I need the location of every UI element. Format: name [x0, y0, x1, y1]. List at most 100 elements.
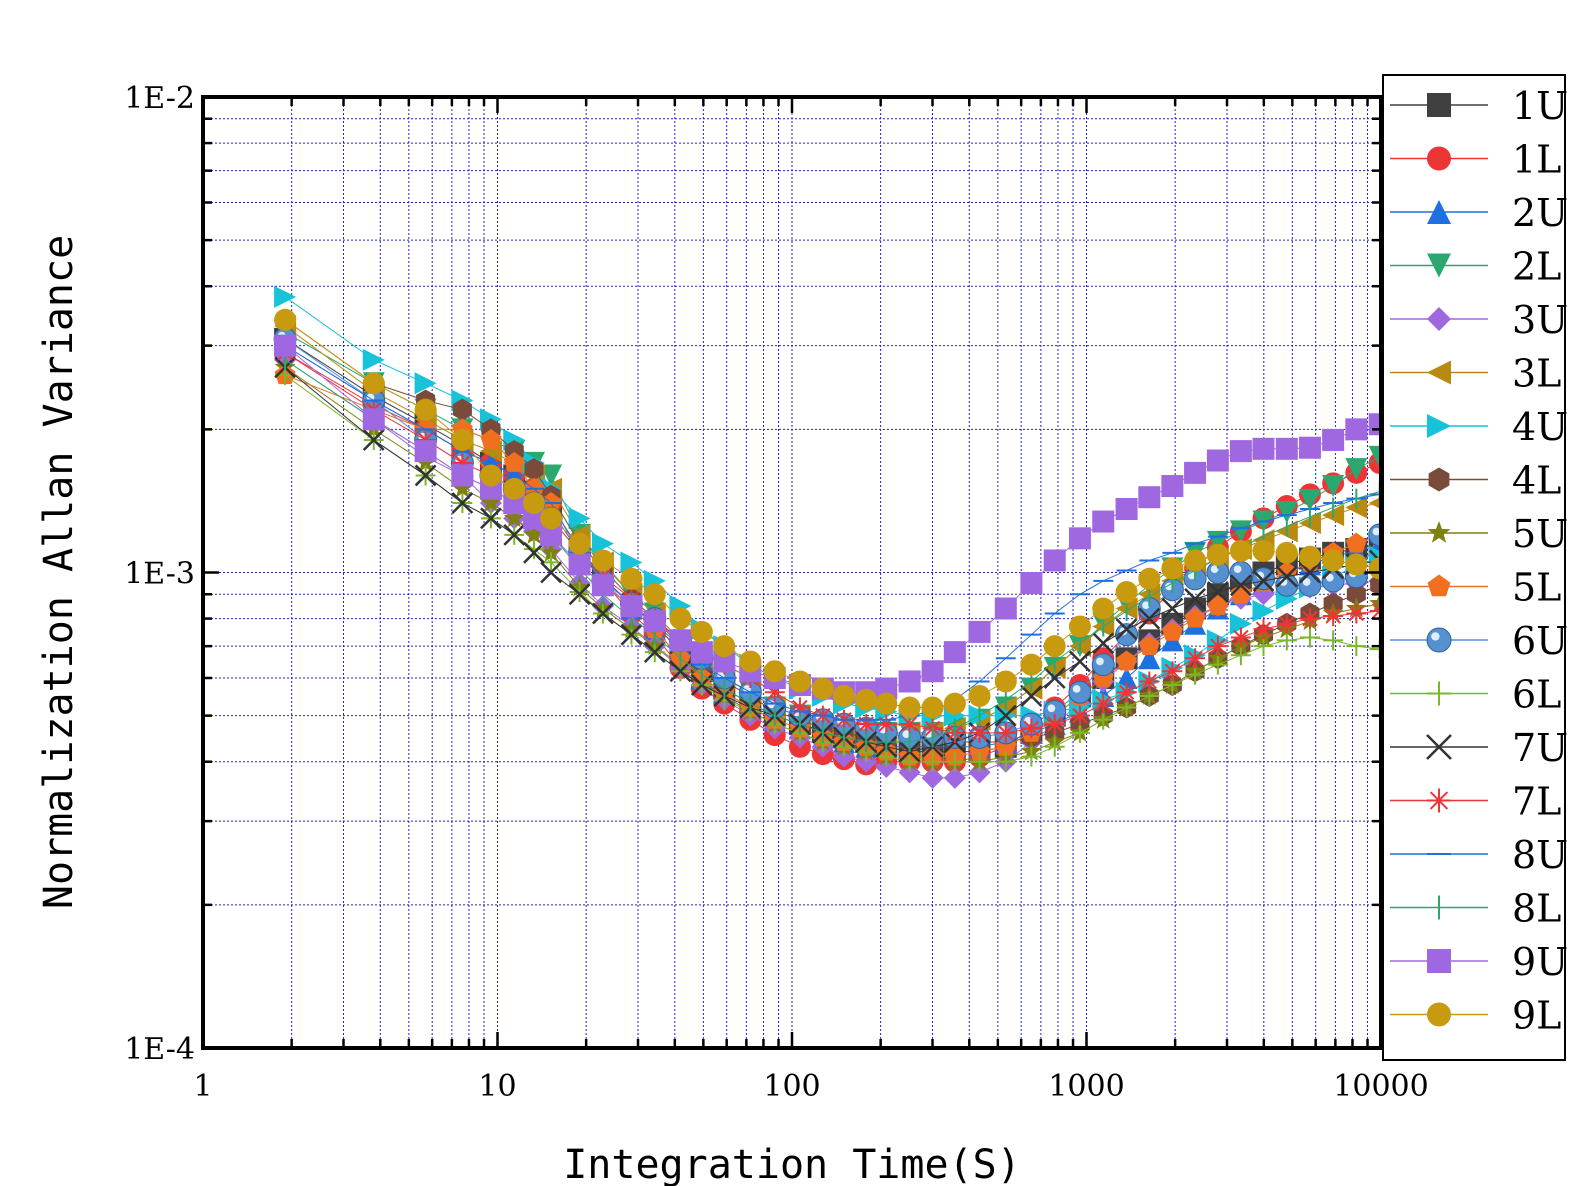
legend-item: 6L: [1390, 673, 1561, 717]
data-point: [451, 464, 474, 487]
data-point: [789, 697, 810, 718]
legend-label: 6U: [1512, 619, 1568, 663]
data-point: [1138, 635, 1160, 656]
data-point: [968, 620, 991, 643]
data-point: [541, 552, 562, 573]
data-point: [1138, 647, 1161, 670]
data-point: [1020, 653, 1043, 676]
legend-marker: [1427, 360, 1451, 385]
x-tick-label: 100: [763, 1069, 820, 1104]
data-point: [1229, 612, 1252, 635]
data-point: [788, 670, 811, 693]
data-point: [1020, 685, 1043, 707]
data-point: [690, 641, 713, 664]
data-point: [591, 574, 614, 597]
data-point: [921, 766, 944, 789]
y-axis-title: Normalization Allan Variance: [36, 235, 82, 909]
data-point: [943, 641, 966, 664]
data-point: [1020, 572, 1043, 595]
data-point: [1229, 440, 1252, 463]
legend-marker: [1428, 467, 1450, 492]
legend-item: 4U: [1390, 405, 1568, 449]
y-tick-label: 1E-4: [124, 1032, 195, 1067]
legend-label: 7U: [1512, 726, 1568, 770]
data-point: [643, 610, 666, 633]
legend-marker-highlight: [1431, 632, 1440, 641]
data-point: [1069, 650, 1091, 673]
data-point: [1345, 458, 1368, 481]
data-point: [522, 507, 545, 530]
data-point: [1115, 623, 1139, 647]
data-point: [540, 464, 563, 487]
data-point: [669, 607, 692, 630]
data-point: [1230, 645, 1251, 666]
data-point: [620, 567, 643, 590]
data-point: [479, 464, 502, 487]
series-9U: [274, 334, 1391, 704]
data-point: [503, 451, 525, 472]
data-point: [832, 684, 855, 707]
data-point: [921, 696, 944, 719]
data-point: [1091, 653, 1115, 677]
data-point: [1069, 722, 1090, 743]
data-point: [415, 429, 436, 450]
data-point: [1207, 654, 1228, 675]
data-point: [591, 532, 614, 555]
legend-item: 7L: [1390, 780, 1561, 824]
legend-marker: [1427, 146, 1451, 171]
data-point-highlight: [1279, 578, 1288, 586]
data-point: [480, 507, 502, 530]
data-point: [1230, 574, 1252, 597]
data-point: [1299, 608, 1320, 629]
legend-marker: [1427, 200, 1451, 224]
data-point: [1230, 627, 1251, 648]
data-point: [540, 523, 563, 546]
data-point-highlight: [1072, 685, 1081, 693]
legend-label: 8L: [1512, 887, 1561, 931]
data-point: [480, 428, 502, 449]
data-point: [451, 428, 474, 451]
legend-marker: [1427, 521, 1451, 543]
legend-marker: [1427, 93, 1451, 117]
data-point: [1207, 636, 1228, 657]
data-point: [568, 507, 591, 530]
legend-item: 1L: [1390, 138, 1561, 182]
legend-label: 7L: [1512, 780, 1561, 824]
legend-marker: [1427, 414, 1451, 438]
data-point: [764, 682, 785, 703]
data-point: [362, 408, 385, 431]
legend-label: 9L: [1512, 994, 1561, 1038]
data-point: [921, 660, 944, 683]
data-point: [1346, 636, 1367, 657]
data-point: [620, 595, 643, 618]
data-point: [1068, 615, 1091, 638]
data-point: [1043, 667, 1066, 689]
data-point: [1252, 539, 1275, 562]
data-point: [713, 650, 736, 673]
data-point: [994, 670, 1017, 693]
data-point: [522, 492, 545, 515]
data-point: [274, 308, 297, 331]
data-point: [452, 398, 472, 421]
data-point: [922, 751, 943, 772]
data-point-highlight: [1142, 601, 1150, 610]
data-point: [568, 583, 591, 606]
data-series: [273, 285, 1392, 789]
data-point: [1275, 437, 1298, 460]
data-point: [414, 372, 437, 395]
data-point: [1323, 630, 1344, 651]
data-point-highlight: [1047, 704, 1056, 713]
data-point-highlight: [1096, 657, 1104, 666]
data-point: [1139, 671, 1160, 692]
data-point: [1161, 620, 1183, 641]
data-point: [669, 660, 692, 683]
legend-item: 1U: [1390, 84, 1568, 128]
data-point: [1184, 461, 1207, 484]
legend-marker: [1427, 307, 1451, 331]
data-point: [1093, 693, 1114, 714]
data-point: [1115, 498, 1138, 521]
legend-marker: [1427, 788, 1451, 813]
data-point: [1229, 539, 1252, 562]
data-point: [1299, 561, 1321, 584]
data-point: [1115, 580, 1138, 603]
